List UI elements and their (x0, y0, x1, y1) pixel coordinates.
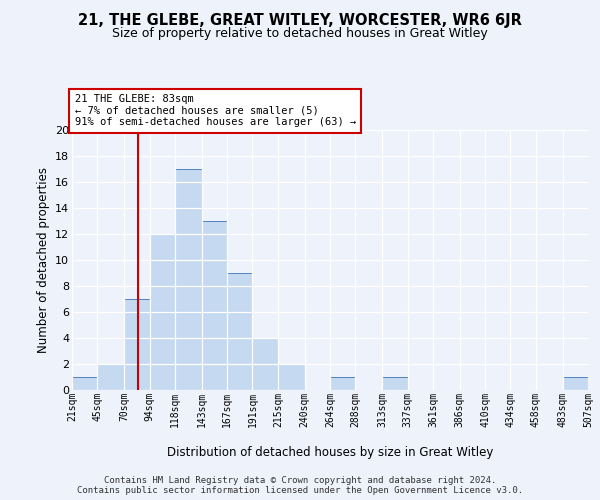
Bar (253, 338, 278, 390)
Bar (330, 377, 355, 390)
Y-axis label: Number of detached properties: Number of detached properties (37, 167, 50, 353)
Bar (72, 377, 97, 390)
Bar (278, 364, 305, 390)
Bar (97, 364, 124, 390)
Text: Distribution of detached houses by size in Great Witley: Distribution of detached houses by size … (167, 446, 493, 459)
Bar (227, 273, 253, 390)
Bar (124, 299, 149, 390)
Bar (175, 169, 202, 390)
Bar (202, 221, 227, 390)
Text: 21 THE GLEBE: 83sqm
← 7% of detached houses are smaller (5)
91% of semi-detached: 21 THE GLEBE: 83sqm ← 7% of detached hou… (74, 94, 356, 128)
Text: 21, THE GLEBE, GREAT WITLEY, WORCESTER, WR6 6JR: 21, THE GLEBE, GREAT WITLEY, WORCESTER, … (78, 12, 522, 28)
Bar (149, 234, 175, 390)
Text: Contains HM Land Registry data © Crown copyright and database right 2024.
Contai: Contains HM Land Registry data © Crown c… (77, 476, 523, 495)
Bar (563, 377, 588, 390)
Bar (382, 377, 407, 390)
Text: Size of property relative to detached houses in Great Witley: Size of property relative to detached ho… (112, 28, 488, 40)
